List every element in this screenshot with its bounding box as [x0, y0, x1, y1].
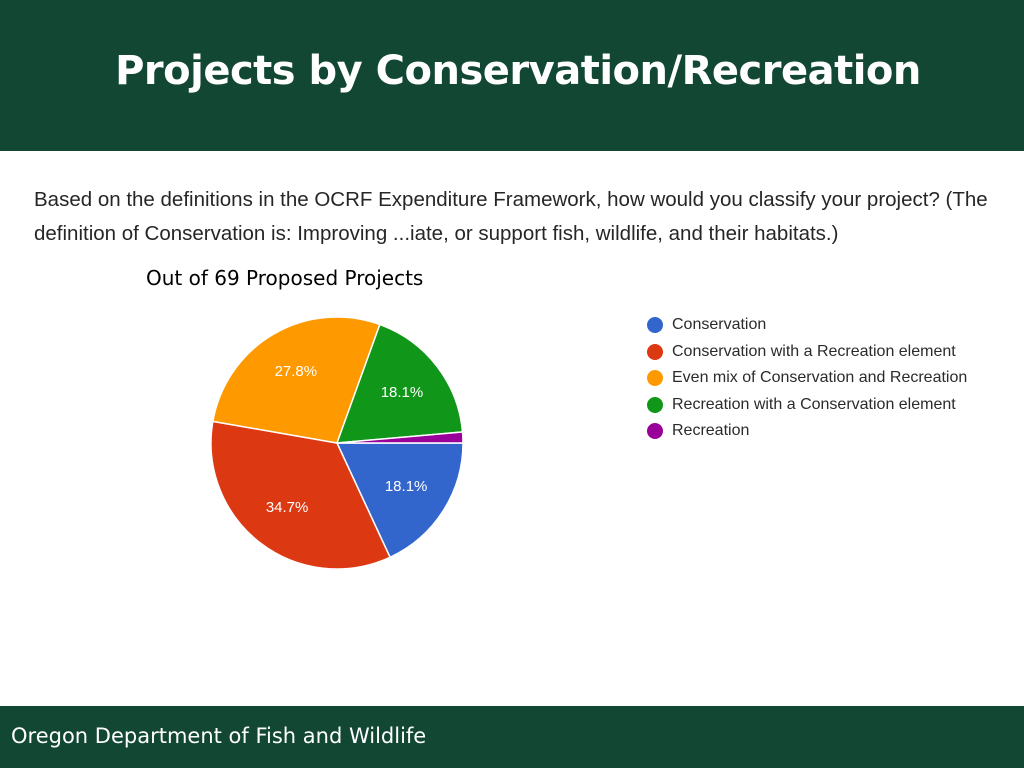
legend-item-conservation: Conservation: [647, 314, 997, 336]
slide-footer: Oregon Department of Fish and Wildlife: [0, 706, 1024, 768]
pie-slice-conservation-with-a-recreation-element: [210, 420, 392, 570]
slide-title: Projects by Conservation/Recreation: [115, 48, 921, 94]
legend-item-even-mix-of-conservation-and-recreation: Even mix of Conservation and Recreation: [647, 367, 997, 389]
legend-item-conservation-with-a-recreation-element: Conservation with a Recreation element: [647, 341, 997, 363]
legend-swatch: [647, 343, 663, 360]
footer-organization: Oregon Department of Fish and Wildlife: [11, 724, 427, 748]
chart-title: Out of 69 Proposed Projects: [146, 266, 424, 290]
legend-label: Conservation: [672, 316, 767, 333]
legend-label: Recreation: [672, 422, 750, 439]
pie-slice-label-recreation-with-a-conservation-element: 18.1%: [381, 384, 424, 401]
slide-header: Projects by Conservation/Recreation: [0, 0, 1024, 151]
pie-slice-even-mix-of-conservation-and-recreation: [212, 316, 381, 444]
legend-label: Even mix of Conservation and Recreation: [672, 369, 968, 386]
legend-label: Conservation with a Recreation element: [672, 342, 956, 360]
legend-swatch: [647, 396, 663, 413]
pie-slice-label-conservation: 18.1%: [385, 478, 428, 495]
legend-label: Recreation with a Conservation element: [672, 395, 956, 413]
legend-swatch: [647, 370, 663, 386]
pie-slice-recreation: [336, 431, 464, 444]
legend-item-recreation: Recreation: [647, 420, 997, 442]
pie-slice-conservation: [335, 442, 464, 559]
pie-slice-label-even-mix-of-conservation-and-recreation: 27.8%: [275, 363, 318, 380]
legend-swatch: [647, 423, 663, 439]
legend-item-recreation-with-a-conservation-element: Recreation with a Conservation element: [647, 394, 997, 416]
chart-legend: Conservation Conservation with a Recreati…: [647, 314, 997, 447]
survey-question: Based on the definitions in the OCRF Exp…: [34, 188, 988, 245]
pie-slice-label-conservation-with-a-recreation-element: 34.7%: [266, 499, 309, 516]
legend-swatch: [647, 317, 663, 333]
pie-slice-recreation-with-a-conservation-element: [335, 323, 464, 444]
